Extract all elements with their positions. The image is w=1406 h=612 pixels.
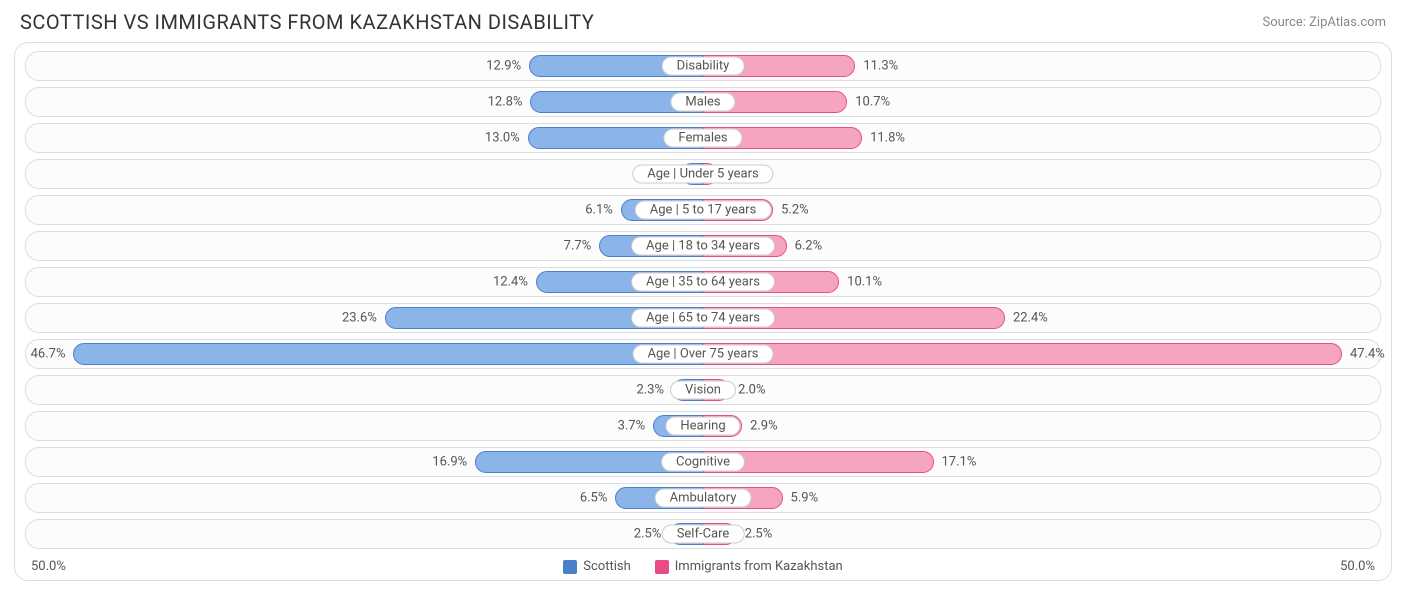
value-right: 47.4% [1350, 347, 1385, 362]
chart-title: SCOTTISH VS IMMIGRANTS FROM KAZAKHSTAN D… [20, 10, 594, 34]
value-left: 16.9% [432, 455, 467, 470]
value-left: 12.9% [486, 59, 521, 74]
legend-item-kazakhstan: Immigrants from Kazakhstan [655, 559, 843, 574]
category-label: Age | 5 to 17 years [635, 201, 772, 220]
category-label: Females [663, 129, 742, 148]
data-row: 13.0% 11.8% Females [25, 123, 1381, 153]
axis-max-right: 50.0% [1340, 559, 1375, 574]
value-right: 11.3% [863, 59, 898, 74]
value-right: 5.2% [781, 203, 809, 218]
category-label: Age | Under 5 years [632, 165, 773, 184]
category-label: Self-Care [662, 525, 745, 544]
category-label: Disability [662, 57, 745, 76]
bar-left [73, 343, 703, 365]
data-row: 7.7% 6.2% Age | 18 to 34 years [25, 231, 1381, 261]
axis-max-left: 50.0% [31, 559, 66, 574]
value-left: 2.3% [636, 383, 664, 398]
source-attribution: Source: ZipAtlas.com [1262, 15, 1386, 30]
value-right: 10.7% [855, 95, 890, 110]
category-label: Age | 65 to 74 years [631, 309, 775, 328]
data-row: 1.6%1.1%Age | Under 5 years [25, 159, 1381, 189]
legend-swatch-icon [563, 560, 577, 574]
value-right: 11.8% [870, 131, 905, 146]
data-row: 2.5% 2.5%Self-Care [25, 519, 1381, 549]
category-label: Ambulatory [655, 489, 752, 508]
value-right: 2.0% [738, 383, 766, 398]
data-row: 12.9% 11.3% Disability [25, 51, 1381, 81]
data-row: 16.9% 17.1% Cognitive [25, 447, 1381, 477]
bar-right [703, 343, 1342, 365]
value-right: 2.9% [750, 419, 778, 434]
legend-label: Immigrants from Kazakhstan [675, 559, 843, 574]
value-right: 5.9% [791, 491, 819, 506]
value-left: 12.8% [488, 95, 523, 110]
data-row: 2.3% 2.0%Vision [25, 375, 1381, 405]
data-row: 12.4% 10.1% Age | 35 to 64 years [25, 267, 1381, 297]
value-left: 23.6% [342, 311, 377, 326]
category-label: Age | 18 to 34 years [631, 237, 775, 256]
chart-footer: 50.0% Scottish Immigrants from Kazakhsta… [25, 555, 1381, 574]
data-row: 6.5% 5.9% Ambulatory [25, 483, 1381, 513]
chart-area: 12.9% 11.3% Disability 12.8% 10.7% Males 13.0%… [14, 42, 1392, 581]
data-row: 46.7%47.4%Age | Over 75 years [25, 339, 1381, 369]
category-label: Males [670, 93, 735, 112]
value-left: 46.7% [31, 347, 66, 362]
data-row: 12.8% 10.7% Males [25, 87, 1381, 117]
value-left: 12.4% [493, 275, 528, 290]
value-left: 6.1% [585, 203, 613, 218]
category-label: Age | 35 to 64 years [631, 273, 775, 292]
category-label: Cognitive [661, 453, 745, 472]
data-row: 3.7% 2.9% Hearing [25, 411, 1381, 441]
value-right: 6.2% [795, 239, 823, 254]
value-left: 2.5% [634, 527, 662, 542]
value-right: 10.1% [847, 275, 882, 290]
data-row: 23.6% 22.4% Age | 65 to 74 years [25, 303, 1381, 333]
category-label: Vision [670, 381, 736, 400]
legend-label: Scottish [583, 559, 630, 574]
category-label: Age | Over 75 years [633, 345, 774, 364]
category-label: Hearing [665, 417, 740, 436]
value-right: 17.1% [942, 455, 977, 470]
data-row: 6.1% 5.2% Age | 5 to 17 years [25, 195, 1381, 225]
value-right: 2.5% [745, 527, 773, 542]
value-left: 3.7% [618, 419, 646, 434]
value-right: 22.4% [1013, 311, 1048, 326]
value-left: 7.7% [564, 239, 592, 254]
value-left: 13.0% [485, 131, 520, 146]
header: SCOTTISH VS IMMIGRANTS FROM KAZAKHSTAN D… [0, 0, 1406, 42]
legend-swatch-icon [655, 560, 669, 574]
legend-item-scottish: Scottish [563, 559, 630, 574]
value-left: 6.5% [580, 491, 608, 506]
